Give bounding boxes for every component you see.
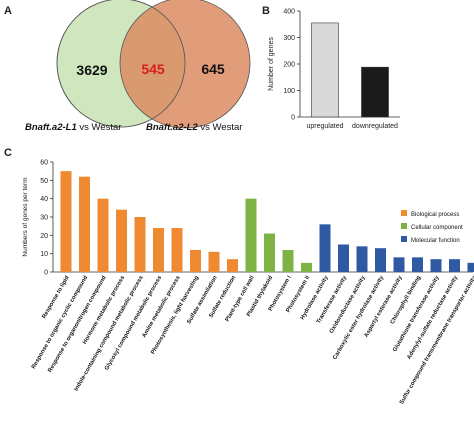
chart-b-y-tick-label: 0 (291, 115, 295, 122)
chart-c-bar (116, 209, 127, 272)
chart-c-y-tick-label: 10 (40, 251, 48, 258)
chart-b-plot: 0 100 200 300 400 Number of genes upregulated d… (268, 9, 400, 130)
venn-right-label-rest: vs Westar (198, 122, 243, 133)
chart-c-bar (467, 262, 474, 272)
venn-right-label-italic: Bnaft.a2-L2 (146, 122, 198, 133)
panel-b-letter: B (262, 5, 270, 17)
chart-c-y-tick-label: 50 (40, 178, 48, 185)
chart-c-y-tick-label: 40 (40, 196, 48, 203)
chart-b-x-tick-label: upregulated (307, 123, 344, 130)
chart-b-bar-downregulated (361, 66, 389, 118)
venn-right-set-label: Bnaft.a2-L2 vs Westar (146, 122, 242, 133)
panel-a-letter: A (4, 5, 12, 17)
chart-c-bar (430, 259, 442, 272)
chart-c-y-tick-label: 60 (40, 160, 48, 167)
chart-c-bar (153, 228, 164, 272)
chart-c-bar (449, 259, 460, 272)
chart-c-bar (227, 259, 238, 272)
chart-c-y-tick-label: 20 (40, 233, 48, 240)
chart-c-bar (60, 171, 72, 272)
chart-c-y-axis-label: Numbers of genes per term (22, 177, 29, 256)
panel-b-bar-chart: B 0 100 200 300 400 Number of genes upregulate… (262, 5, 400, 130)
chart-c-bar (393, 257, 405, 272)
chart-c-x-tick-label: Oxidoreductase activity (329, 274, 367, 334)
chart-c-legend-swatch (401, 210, 407, 216)
chart-c-legend-label: Molecular function (411, 238, 460, 244)
chart-b-y-tick-label: 300 (283, 35, 295, 42)
chart-c-y-tick-label: 0 (44, 270, 48, 277)
chart-c-bar (171, 228, 183, 272)
chart-c-bar (208, 251, 220, 272)
chart-c-bar (245, 198, 257, 272)
chart-c-bar (97, 198, 109, 272)
chart-b-y-axis-label: Number of genes (268, 37, 275, 91)
venn-left-label-rest: vs Westar (77, 122, 122, 133)
chart-c-bar (356, 246, 368, 272)
chart-c-legend-swatch (401, 236, 407, 242)
venn-circle-left-outline (56, 0, 186, 128)
chart-b-bar-upregulated (311, 22, 339, 118)
chart-c-bar (264, 233, 275, 272)
chart-c-bar (319, 224, 331, 272)
chart-c-legend-swatch (401, 223, 407, 229)
chart-b-x-tick-label: downregulated (352, 123, 398, 130)
chart-c-bar (375, 248, 386, 272)
venn-left-label-italic: Bnaft.a2-L1 (25, 122, 77, 133)
chart-c-y-tick-label: 30 (40, 215, 48, 222)
venn-left-only-count: 3629 (76, 62, 107, 78)
panel-c-bar-chart: C 0 10 20 30 40 50 60 Numbers of genes per term… (4, 147, 474, 405)
chart-c-legend-label: Cellular component (411, 225, 463, 231)
chart-b-y-tick-label: 400 (283, 9, 295, 16)
chart-c-bar (338, 244, 349, 272)
venn-overlap-count: 545 (141, 61, 165, 77)
chart-c-bar (79, 176, 90, 272)
chart-c-bar (301, 262, 312, 272)
venn-left-set-label: Bnaft.a2-L1 vs Westar (25, 122, 121, 133)
chart-c-legend-label: Biological process (411, 212, 459, 218)
venn-right-only-count: 645 (201, 61, 225, 77)
chart-c-bar (190, 250, 201, 272)
chart-c-bar (412, 257, 423, 272)
panel-a-venn: A 3629 545 645 Bnaft.a2-L1 vs Westar Bna… (4, 0, 251, 133)
chart-c-x-tick-label: Indole-containing compound metabolic pro… (74, 275, 145, 392)
chart-c-bar (134, 217, 146, 272)
chart-c-bar (282, 250, 294, 272)
chart-b-y-tick-label: 200 (283, 62, 295, 69)
chart-b-y-tick-label: 100 (283, 88, 295, 95)
panel-c-letter: C (4, 147, 12, 159)
